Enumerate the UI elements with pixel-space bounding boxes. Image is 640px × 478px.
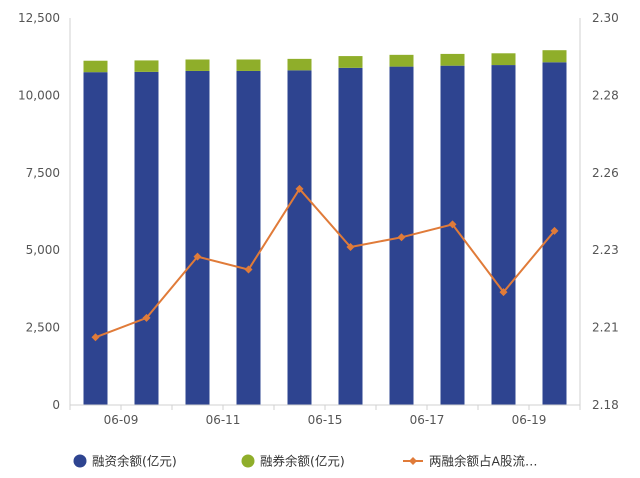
ratio-line <box>95 187 556 339</box>
bar-group <box>83 50 567 406</box>
bar-short-balance <box>542 50 567 63</box>
bar-short-balance <box>440 53 465 66</box>
y-right-tick-label: 2.18 <box>592 398 619 412</box>
bar-short-balance <box>491 53 516 66</box>
y-left-tick-label: 10,000 <box>18 88 60 102</box>
legend-label-margin: 融资余额(亿元) <box>92 454 177 469</box>
ratio-point <box>193 252 202 261</box>
bar-short-balance <box>134 60 159 72</box>
bar-short-balance <box>287 58 312 71</box>
y-left-tick-label: 2,500 <box>26 321 60 335</box>
legend-marker-margin <box>73 454 87 468</box>
ratio-point <box>91 333 100 342</box>
ratio-point <box>397 233 406 242</box>
x-tick-label: 06-19 <box>512 413 547 427</box>
x-tick-label: 06-17 <box>410 413 445 427</box>
bar-short-balance <box>185 59 210 71</box>
legend-label-ratio: 两融余额占A股流… <box>429 454 538 469</box>
y-left-tick-label: 12,500 <box>18 11 60 25</box>
ratio-point <box>295 184 304 193</box>
y-right-tick-label: 2.28 <box>592 88 619 102</box>
ratio-point <box>550 226 559 235</box>
line-group <box>91 184 559 342</box>
bar-short-balance <box>338 56 363 68</box>
bar-margin-balance <box>287 70 312 406</box>
bar-margin-balance <box>236 70 261 406</box>
bar-short-balance <box>389 54 414 67</box>
y-right-tick-label: 2.30 <box>592 11 619 25</box>
legend: 融资余额(亿元) 融券余额(亿元) 两融余额占A股流… <box>73 454 538 469</box>
x-tick-label: 06-11 <box>206 413 241 427</box>
bar-margin-balance <box>83 72 108 406</box>
y-left-tick-label: 0 <box>52 398 60 412</box>
bar-short-balance <box>236 59 261 71</box>
bar-margin-balance <box>134 71 159 406</box>
x-tick-label: 06-15 <box>308 413 343 427</box>
ratio-point <box>448 220 457 229</box>
legend-marker-ratio-point <box>409 457 417 465</box>
bar-margin-balance <box>185 70 210 406</box>
y-left-tick-label: 5,000 <box>26 243 60 257</box>
bar-short-balance <box>83 60 108 73</box>
y-right-tick-label: 2.21 <box>592 321 619 335</box>
ratio-point <box>499 288 508 297</box>
x-tick-label: 06-09 <box>104 413 139 427</box>
ratio-point <box>244 265 253 274</box>
axes-group: 0 2,500 5,000 7,500 10,000 12,500 2.18 2.21 2.23… <box>18 11 619 427</box>
y-right-tick-label: 2.26 <box>592 166 619 180</box>
y-right-tick-label: 2.23 <box>592 243 619 257</box>
legend-label-short: 融券余额(亿元) <box>260 454 345 469</box>
bar-margin-balance <box>491 65 516 405</box>
legend-marker-short <box>241 454 255 468</box>
y-left-tick-label: 7,500 <box>26 166 60 180</box>
ratio-point <box>142 313 151 322</box>
ratio-point <box>346 242 355 251</box>
